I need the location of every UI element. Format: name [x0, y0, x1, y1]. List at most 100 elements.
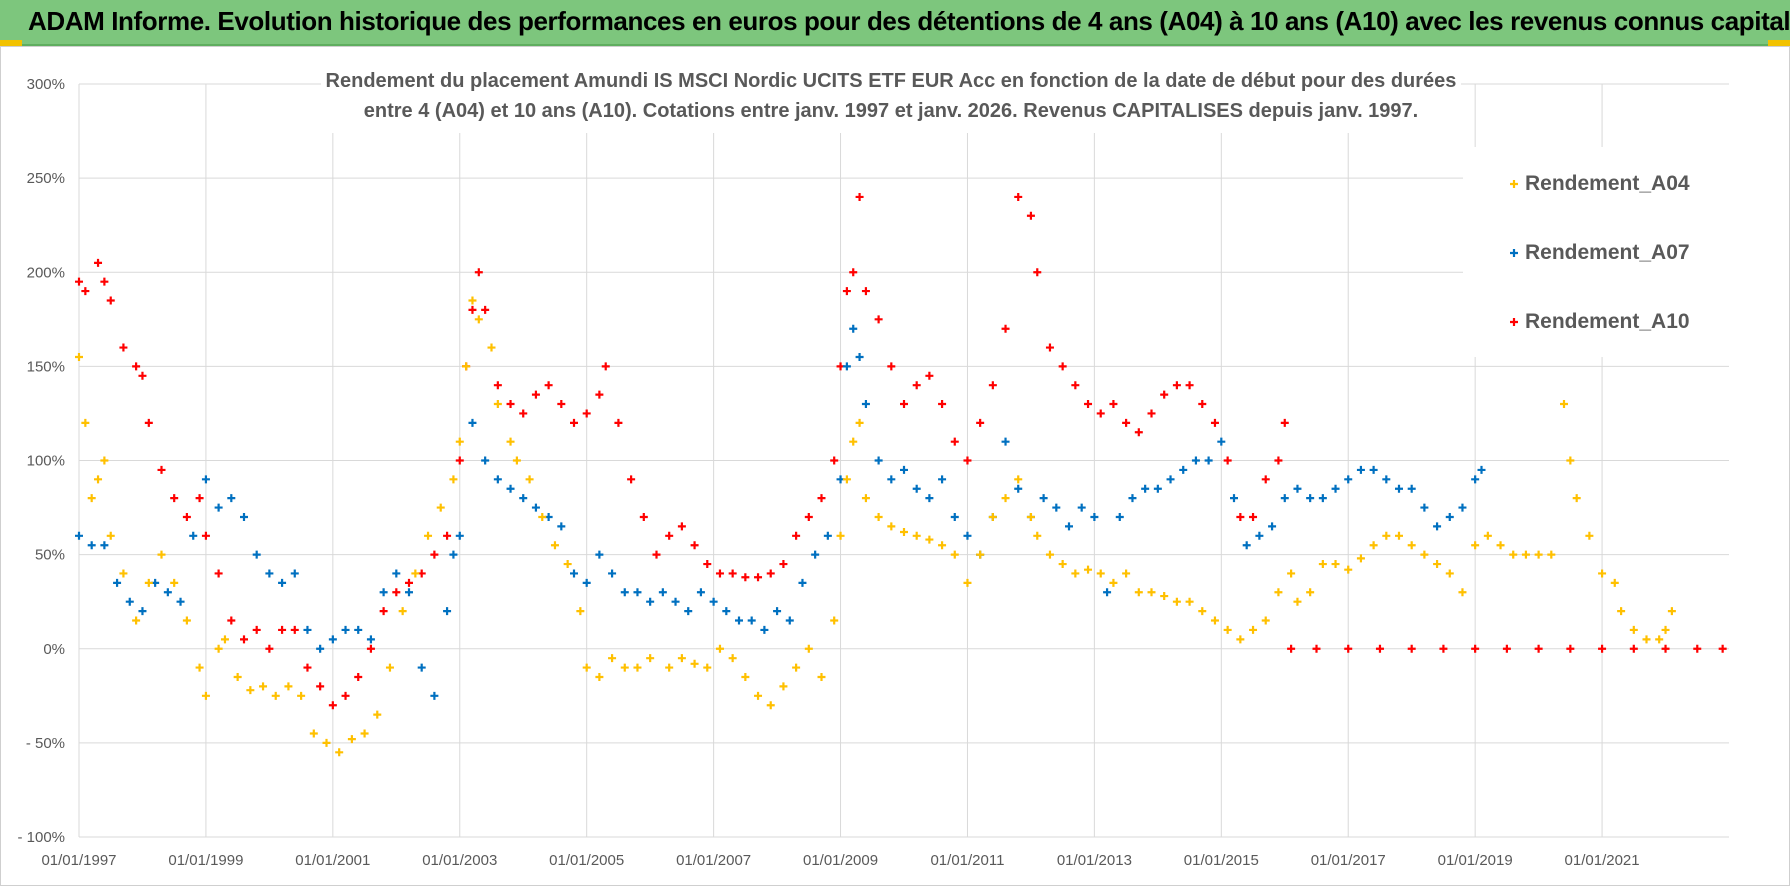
point-rendement_a07 [842, 362, 851, 371]
y-axis-ticks: 300% 250% 200% 150% 100% 50% 0% - 50% - 100% [17, 76, 65, 846]
chart-title-line-2: entre 4 (A04) et 10 ans (A10). Cotations… [364, 100, 1418, 122]
x-tick-label: 01/01/2003 [422, 852, 497, 869]
point-rendement_a04 [474, 315, 483, 324]
point-rendement_a07 [1458, 503, 1467, 512]
point-rendement_a04 [950, 550, 959, 559]
point-rendement_a04 [665, 663, 674, 672]
point-rendement_a07 [87, 541, 96, 550]
point-rendement_a04 [766, 701, 775, 710]
point-rendement_a04 [1344, 565, 1353, 574]
point-rendement_a04 [1483, 531, 1492, 540]
point-rendement_a07 [798, 578, 807, 587]
point-rendement_a07 [557, 522, 566, 531]
point-rendement_a04 [220, 635, 229, 644]
point-rendement_a10 [1026, 211, 1035, 220]
point-rendement_a07 [506, 484, 515, 493]
point-rendement_a10 [170, 494, 179, 503]
point-rendement_a04 [87, 494, 96, 503]
x-tick-label: 01/01/1997 [41, 852, 116, 869]
point-rendement_a10 [1172, 381, 1181, 390]
point-rendement_a04 [1236, 635, 1245, 644]
point-rendement_a07 [189, 531, 198, 540]
point-rendement_a07 [1306, 494, 1315, 503]
legend-label-rendement_a10: Rendement_A10 [1525, 310, 1690, 333]
point-rendement_a04 [106, 531, 115, 540]
point-rendement_a07 [379, 588, 388, 597]
point-rendement_a10 [1718, 644, 1727, 653]
point-rendement_a07 [1217, 437, 1226, 446]
point-rendement_a10 [582, 409, 591, 418]
point-rendement_a10 [1109, 400, 1118, 409]
point-rendement_a04 [1287, 569, 1296, 578]
x-tick-label: 01/01/1999 [168, 852, 243, 869]
point-rendement_a10 [81, 287, 90, 296]
point-rendement_a04 [1318, 560, 1327, 569]
chart-frame: 300% 250% 200% 150% 100% 50% 0% - 50% - 100% 01/… [0, 46, 1790, 886]
point-rendement_a10 [1287, 644, 1296, 653]
point-rendement_a04 [1407, 541, 1416, 550]
point-rendement_a07 [1001, 437, 1010, 446]
point-rendement_a10 [531, 390, 540, 399]
point-rendement_a07 [278, 578, 287, 587]
point-rendement_a04 [1109, 578, 1118, 587]
point-rendement_a07 [366, 635, 375, 644]
x-tick-label: 01/01/2021 [1565, 852, 1640, 869]
point-rendement_a04 [493, 400, 502, 409]
point-rendement_a10 [849, 268, 858, 277]
point-rendement_a04 [347, 735, 356, 744]
point-rendement_a10 [443, 531, 452, 540]
point-rendement_a10 [201, 531, 210, 540]
point-rendement_a04 [424, 531, 433, 540]
point-rendement_a04 [538, 512, 547, 521]
x-tick-label: 01/01/2019 [1438, 852, 1513, 869]
point-rendement_a07 [823, 531, 832, 540]
point-rendement_a04 [157, 550, 166, 559]
x-tick-label: 01/01/2007 [676, 852, 751, 869]
point-rendement_a04 [792, 663, 801, 672]
point-rendement_a10 [976, 418, 985, 427]
point-rendement_a10 [265, 644, 274, 653]
point-rendement_a04 [1134, 588, 1143, 597]
point-rendement_a10 [1210, 418, 1219, 427]
point-rendement_a10 [455, 456, 464, 465]
point-rendement_a07 [113, 578, 122, 587]
point-rendement_a04 [436, 503, 445, 512]
point-rendement_a07 [658, 588, 667, 597]
point-rendement_a10 [227, 616, 236, 625]
point-rendement_a04 [309, 729, 318, 738]
point-rendement_a07 [938, 475, 947, 484]
point-rendement_a04 [144, 578, 153, 587]
point-rendement_a07 [290, 569, 299, 578]
point-rendement_a10 [1312, 644, 1321, 653]
point-rendement_a07 [773, 607, 782, 616]
point-rendement_a10 [1001, 324, 1010, 333]
point-rendement_a10 [1236, 512, 1245, 521]
point-rendement_a10 [468, 305, 477, 314]
point-rendement_a07 [176, 597, 185, 606]
point-rendement_a07 [1433, 522, 1442, 531]
point-rendement_a07 [595, 550, 604, 559]
point-rendement_a07 [1382, 475, 1391, 484]
point-rendement_a04 [804, 644, 813, 653]
point-rendement_a07 [735, 616, 743, 625]
point-rendement_a04 [874, 512, 883, 521]
point-rendement_a04 [119, 569, 128, 578]
point-rendement_a07 [303, 625, 312, 634]
point-rendement_a04 [271, 691, 280, 700]
point-rendement_a10 [182, 512, 191, 521]
point-rendement_a07 [201, 475, 210, 484]
point-rendement_a04 [297, 691, 306, 700]
point-rendement_a07 [1191, 456, 1200, 465]
point-rendement_a04 [1261, 616, 1270, 625]
point-rendement_a04 [100, 456, 109, 465]
point-rendement_a04 [512, 456, 521, 465]
point-rendement_a04 [322, 738, 331, 747]
point-rendement_a04 [754, 691, 763, 700]
y-tick-label: 250% [27, 170, 65, 187]
point-rendement_a10 [728, 569, 737, 578]
point-rendement_a10 [950, 437, 959, 446]
point-rendement_a07 [100, 541, 109, 550]
y-tick-label: 100% [27, 453, 65, 470]
point-rendement_a07 [811, 550, 820, 559]
point-rendement_a04 [1045, 550, 1054, 559]
